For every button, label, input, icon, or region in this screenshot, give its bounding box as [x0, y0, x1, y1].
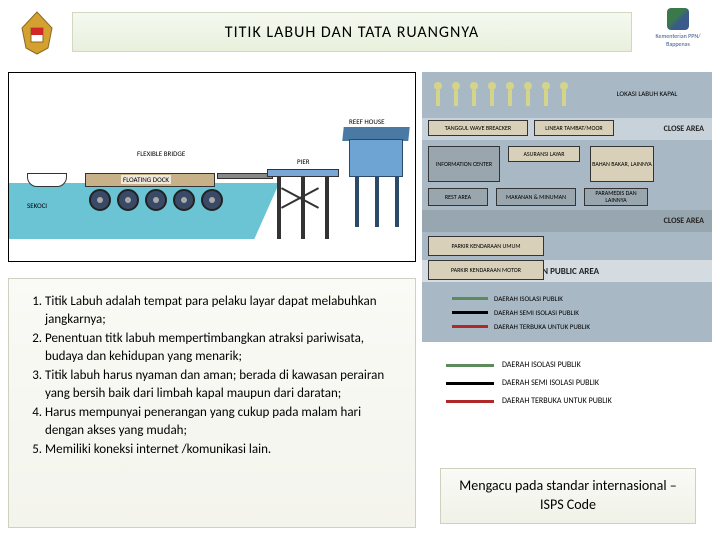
strip-close-area-2: CLOSE AREA	[422, 210, 712, 232]
legend-terbuka: DAERAH TERBUKA UNTUK PUBLIK	[452, 322, 590, 331]
diagram-dock-cross-section: SEKOCI FLOATING DOCK FLEXIBLE BRIDGE PIE…	[8, 72, 416, 262]
label-lokasi-labuh: LOKASI LABUH KAPAL	[592, 82, 702, 106]
bappenas-logo: Kementerian PPN/ Bappenas	[650, 8, 706, 52]
bullet-1: Titik Labuh adalah tempat para pelaku la…	[45, 293, 403, 328]
slide-title-bar: TITIK LABUH DAN TATA RUANGNYA	[72, 12, 632, 52]
bullet-list: Titik Labuh adalah tempat para pelaku la…	[21, 293, 403, 459]
legend-isolasi-outer: DAERAH ISOLASI PUBLIK	[446, 360, 581, 370]
legend-semi-outer: DAERAH SEMI ISOLASI PUBLIK	[446, 378, 599, 388]
legend-semi: DAERAH SEMI ISOLASI PUBLIK	[452, 308, 579, 317]
bullet-2: Penentuan titk labuh mempertimbangkan at…	[45, 330, 403, 365]
label-flexible-bridge: FLEXIBLE BRIDGE	[137, 149, 185, 158]
garuda-emblem	[12, 8, 62, 58]
text-panel: Titik Labuh adalah tempat para pelaku la…	[8, 278, 416, 528]
reference-box: Mengacu pada standar internasional – ISP…	[440, 468, 696, 524]
label-reef-house: REEF HOUSE	[349, 117, 385, 126]
bullet-3: Titik labuh harus nyaman dan aman; berad…	[45, 367, 403, 402]
bullet-5: Memiliki koneksi internet /komunikasi la…	[45, 441, 403, 459]
slide-title: TITIK LABUH DAN TATA RUANGNYA	[225, 23, 479, 42]
legend-isolasi: DAERAH ISOLASI PUBLIK	[452, 294, 563, 303]
label-floating-dock: FLOATING DOCK	[121, 175, 171, 184]
bullet-4: Harus mempunyai penerangan yang cukup pa…	[45, 404, 403, 439]
diagram-port-layout: LOKASI LABUH KAPAL CLOSE AREA TANGGUL WA…	[422, 72, 712, 342]
label-pier: PIER	[297, 157, 310, 166]
legend-terbuka-outer: DAERAH TERBUKA UNTUK PUBLIK	[446, 396, 612, 406]
label-sekoci: SEKOCI	[27, 201, 47, 210]
